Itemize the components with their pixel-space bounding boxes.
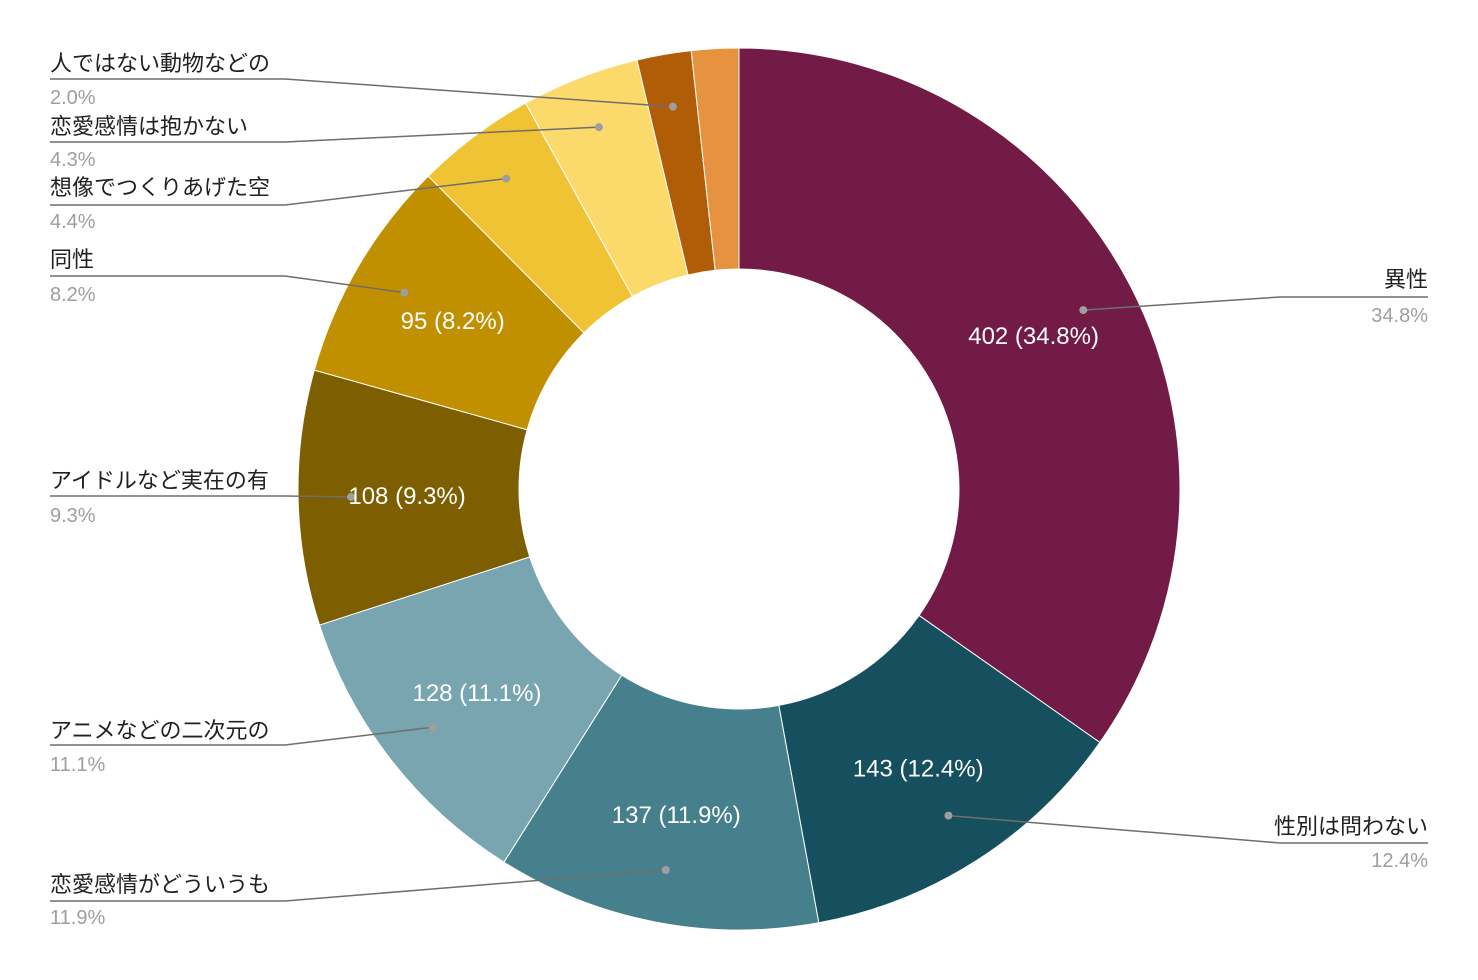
leader-lines-group	[50, 78, 1428, 902]
leader-dot-1	[944, 811, 953, 820]
leader-dot-4	[347, 492, 356, 501]
leader-line-0	[1083, 296, 1428, 311]
legend-percent-4: 9.3%	[50, 505, 96, 527]
slice-value-label-3: 128 (11.1%)	[412, 680, 541, 707]
legend-label-3: アニメなどの二次元の	[50, 718, 270, 743]
leader-line-8	[50, 78, 674, 108]
legend-percent-3: 11.1%	[50, 754, 105, 776]
donut-slice-0	[738, 47, 1181, 744]
leader-line-7	[50, 126, 599, 143]
slice-labels-group: 402 (34.8%) 143 (12.4%) 137 (11.9%) 128 (11…	[348, 308, 1099, 829]
legend-label-6: 想像でつくりあげた空	[50, 175, 270, 200]
leader-line-6	[50, 177, 507, 206]
leader-dot-3	[428, 723, 437, 732]
legend-label-4: アイドルなど実在の有	[50, 468, 269, 493]
legend-percent-8: 2.0%	[50, 87, 96, 109]
leader-line-5	[50, 275, 405, 294]
leader-line-2	[50, 869, 666, 902]
donut-slice-2	[503, 674, 820, 931]
slice-value-label-2: 137 (11.9%)	[612, 802, 741, 829]
leader-line-1	[948, 814, 1428, 844]
legend-labels-group: 異性 34.8% 性別は問わない 12.4% 恋愛感情がどういうも 11.9% アニメなどの…	[50, 51, 1428, 929]
leader-dot-5	[400, 288, 409, 297]
leader-dot-6	[502, 174, 511, 183]
leader-dot-2	[661, 866, 670, 875]
legend-label-0: 異性	[1384, 267, 1428, 292]
donut-slice-1	[778, 614, 1101, 924]
legend-label-7: 恋愛感情は抱かない	[50, 114, 248, 139]
legend-label-8: 人ではない動物などの	[50, 51, 270, 76]
leader-line-4	[50, 495, 352, 498]
legend-percent-5: 8.2%	[50, 284, 96, 306]
slice-value-label-4: 108 (9.3%)	[348, 483, 465, 510]
legend-percent-1: 12.4%	[1371, 850, 1428, 872]
leader-dot-8	[668, 102, 677, 111]
donut-slice-9	[690, 47, 740, 271]
leader-dot-0	[1079, 306, 1088, 315]
legend-label-2: 恋愛感情がどういうも	[50, 872, 270, 897]
slice-value-label-1: 143 (12.4%)	[853, 755, 984, 782]
slices-group	[297, 47, 1181, 931]
leader-line-3	[50, 726, 433, 746]
legend-label-5: 同性	[50, 247, 94, 272]
legend-percent-2: 11.9%	[50, 907, 105, 929]
slice-value-label-0: 402 (34.8%)	[968, 323, 1099, 350]
legend-percent-6: 4.4%	[50, 211, 96, 233]
slice-value-label-5: 95 (8.2%)	[401, 308, 505, 335]
donut-slice-3	[318, 556, 623, 863]
legend-percent-0: 34.8%	[1371, 305, 1428, 327]
leader-dot-7	[594, 123, 603, 132]
legend-label-1: 性別は問わない	[1274, 814, 1428, 839]
legend-percent-7: 4.3%	[50, 149, 96, 171]
